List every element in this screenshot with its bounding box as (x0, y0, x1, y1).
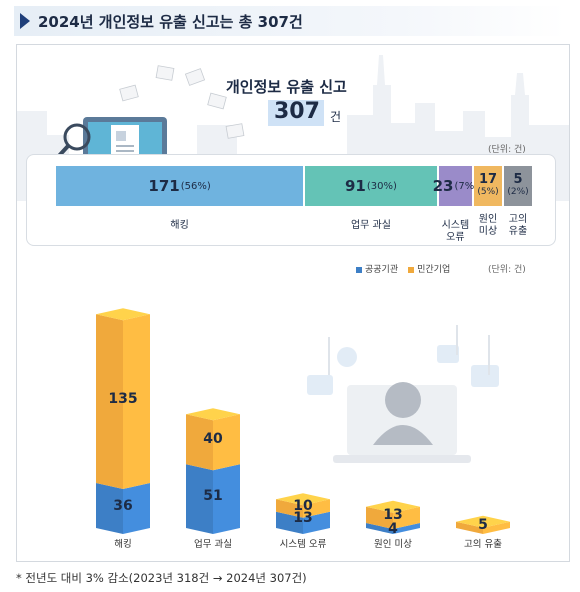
bar-1-private-front-left (96, 314, 123, 489)
bar-value-private: 40 (203, 431, 223, 448)
title-triangle-icon (20, 13, 30, 29)
bar-3-public-front-right (303, 511, 330, 534)
bar-1-public-front-right (123, 483, 150, 534)
strip-value: 5 (513, 172, 523, 187)
strip-percent: (30%) (366, 180, 397, 192)
strip-segment-3: 23 (7%) (433, 166, 478, 206)
strip-category-label: 업무 과실 (350, 220, 391, 231)
strip-value: 23 (432, 177, 454, 195)
strip-category-label: 원인 미상 (478, 214, 498, 237)
legend-swatch-public (356, 266, 362, 273)
bar-5-private-front-right (483, 521, 510, 534)
bar-value-private: 10 (293, 497, 313, 514)
bar-3-private-front-left (276, 499, 303, 518)
strip-category-label: 시스템 오류 (441, 220, 470, 243)
bar-4-top (366, 500, 420, 513)
bar-1-public-front-left (96, 483, 123, 534)
hacker-illustration-icon (307, 325, 499, 463)
strip-value: 171 (148, 177, 180, 195)
bar-3-public-front-left (276, 511, 303, 534)
strip-value: 17 (478, 172, 498, 187)
legend-item-private: 민간기업 (408, 262, 450, 275)
legend-label-public: 공공기관 (365, 265, 399, 275)
document-icon (119, 65, 245, 139)
bar-1-top (96, 308, 150, 321)
bar-3-private-front-right (303, 499, 330, 518)
bar-1-private-front-right (123, 314, 150, 489)
x-axis-label: 시스템 오류 (279, 539, 327, 550)
bar-value-private: 5 (478, 516, 488, 533)
strip-segment-1: 171 (56%) (56, 166, 304, 206)
strip-percent: (7%) (454, 180, 479, 192)
bar-4-private-front-left (366, 506, 393, 529)
strip-segment-4: 17 (5%) (474, 166, 502, 206)
bar-3-top (276, 493, 330, 506)
bar-2-private-front-right (213, 414, 240, 471)
strip-unit-note: (단위: 건) (488, 145, 526, 155)
x-axis-label: 업무 과실 (194, 539, 232, 550)
footnote: * 전년도 대비 3% 감소(2023년 318건 → 2024년 307건) (16, 571, 307, 585)
total-value: 307 (274, 99, 320, 124)
bar-value-public: 4 (388, 521, 398, 537)
bar-value-public: 51 (203, 488, 223, 505)
legend-swatch-private (408, 266, 415, 273)
bar-4-private-front-right (393, 506, 420, 529)
headline: 개인정보 유출 신고 (226, 78, 347, 96)
bar-2-top (186, 408, 240, 421)
total-unit: 건 (330, 110, 342, 124)
page-title: 2024년 개인정보 유출 신고는 총 307건 (38, 12, 303, 31)
bar-value-private: 13 (383, 506, 403, 523)
bar-value-public: 13 (293, 509, 313, 526)
bar-2-private-front-left (186, 414, 213, 471)
bar-4-public-front-right (393, 523, 420, 534)
x-axis-label: 해킹 (114, 539, 132, 550)
bar-unit-note: (단위: 건) (488, 265, 526, 275)
total-highlight (268, 100, 324, 126)
strip-percent: (5%) (477, 187, 499, 197)
bar-2-public-front-right (213, 464, 240, 534)
x-axis-label: 고의 유출 (464, 539, 502, 550)
strip-percent: (2%) (507, 187, 529, 197)
legend-label-private: 민간기업 (417, 265, 451, 275)
bar-5-top (456, 515, 510, 528)
strip-category-label: 고의 유출 (508, 214, 528, 237)
strip-segment-2: 91 (30%) (305, 166, 437, 206)
strip-segment-5: 5 (2%) (504, 166, 532, 206)
legend: 공공기관 민간기업 (356, 262, 450, 275)
title-bar: 2024년 개인정보 유출 신고는 총 307건 (14, 6, 566, 36)
strip-category-label: 해킹 (170, 220, 189, 231)
bar-5-private-front-left (456, 521, 483, 534)
bar-2-public-front-left (186, 464, 213, 534)
strip-value: 91 (345, 177, 366, 195)
bar-value-private: 135 (108, 390, 138, 407)
bar-value-public: 36 (113, 497, 133, 514)
bar-4-public-front-left (366, 523, 393, 534)
legend-item-public: 공공기관 (356, 262, 398, 275)
strip-percent: (56%) (180, 180, 211, 192)
x-axis-label: 원인 미상 (374, 539, 412, 550)
